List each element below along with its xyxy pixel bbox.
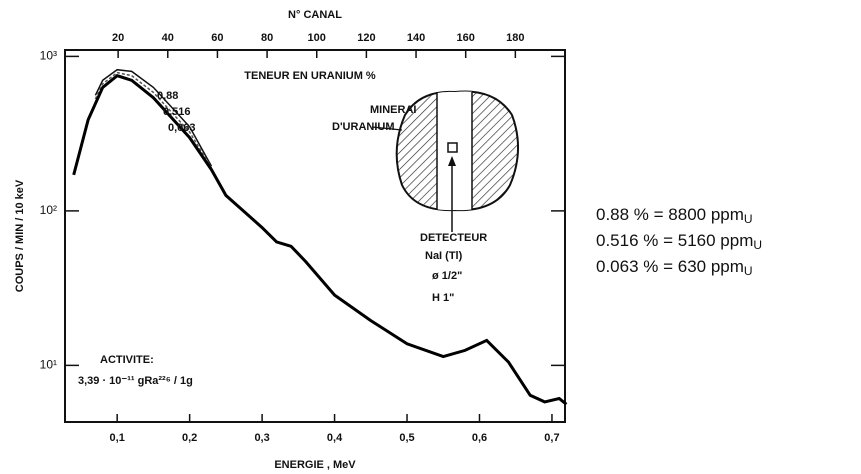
y-tick-label: 10³ (40, 49, 57, 63)
annotation: MINERAI (370, 104, 416, 116)
y-tick-label: 10¹ (40, 358, 57, 372)
y-tick-label: 10² (40, 203, 57, 217)
series-label: 0,063 (168, 122, 196, 134)
plot-frame (64, 49, 566, 423)
x-tick-label: 0,7 (544, 432, 559, 444)
legend-title: TENEUR EN URANIUM % (244, 70, 376, 82)
x2-tick-label: 140 (407, 32, 425, 44)
note-sub: U (744, 212, 753, 226)
x2-tick-label: 160 (457, 32, 475, 44)
x-tick-label: 0,4 (327, 432, 343, 444)
note-text: 0.063 % = 630 ppm (596, 257, 744, 276)
x2-tick-label: 80 (261, 32, 273, 44)
note-sub: U (753, 238, 762, 252)
note-sub: U (744, 264, 753, 278)
x2-tick-label: 60 (211, 32, 223, 44)
annotation: ø 1/2" (432, 270, 462, 282)
series-line (94, 71, 213, 169)
x-tick-label: 0,5 (399, 432, 414, 444)
x2-tick-label: 100 (308, 32, 326, 44)
note: 0.88 % = 8800 ppmU (596, 205, 753, 226)
x2-tick-label: 120 (357, 32, 375, 44)
series-label: 0,88 (157, 90, 178, 102)
note-text: 0.516 % = 5160 ppm (596, 231, 753, 250)
series-line (72, 74, 568, 406)
y-axis-label: COUPS / MIN / 10 keV (14, 179, 26, 292)
annotation: H 1" (432, 292, 454, 304)
annotation: ACTIVITE: (100, 354, 154, 366)
top-axis-title: N° CANAL (288, 9, 342, 21)
series-line (94, 68, 213, 167)
note: 0.516 % = 5160 ppmU (596, 231, 762, 252)
annotation: D'URANIUM (332, 121, 395, 133)
x2-tick-label: 180 (506, 32, 524, 44)
x-tick-label: 0,2 (182, 432, 197, 444)
x-tick-label: 0,1 (110, 432, 125, 444)
x2-tick-label: 20 (112, 32, 124, 44)
annotation: DETECTEUR (420, 232, 487, 244)
x-tick-label: 0,6 (472, 432, 487, 444)
x-axis-label: ENERGIE , MeV (274, 459, 356, 471)
ore-diagram (371, 90, 520, 232)
x-tick-label: 0,3 (254, 432, 269, 444)
annotation: 3,39 · 10⁻¹¹ gRa²²⁶ / 1g (78, 375, 193, 387)
x2-tick-label: 40 (162, 32, 174, 44)
note-text: 0.88 % = 8800 ppm (596, 205, 744, 224)
series-label: 0,516 (163, 106, 191, 118)
annotation: NaI (Tl) (425, 250, 463, 262)
note: 0.063 % = 630 ppmU (596, 257, 753, 278)
